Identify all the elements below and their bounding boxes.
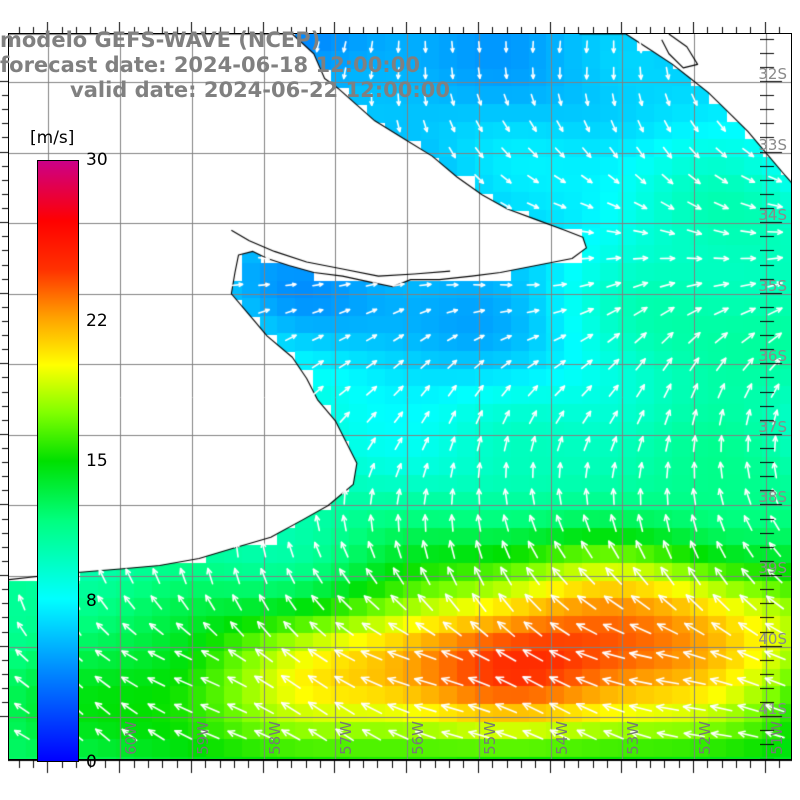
colorbar-tick-0: 0 <box>86 752 97 772</box>
axis-right <box>760 33 792 760</box>
colorbar-tick-30: 30 <box>86 150 108 170</box>
lon-label-55W: 55W <box>480 721 499 755</box>
axis-bottom <box>8 760 792 776</box>
colorbar-gradient <box>37 160 79 762</box>
axis-top <box>8 20 792 35</box>
lon-label-57W: 57W <box>337 721 356 755</box>
lon-label-60W: 60W <box>122 721 141 755</box>
lon-label-56W: 56W <box>409 721 428 755</box>
lon-label-53W: 53W <box>624 721 643 755</box>
lon-label-52W: 52W <box>696 721 714 755</box>
colorbar-units-label: [m/s] <box>30 128 75 148</box>
axis-left <box>0 33 9 760</box>
colorbar-tick-8: 8 <box>86 591 97 612</box>
colorbar-tick-22: 22 <box>86 310 108 331</box>
lon-label-54W: 54W <box>552 721 571 755</box>
lon-label-59W: 59W <box>193 721 212 755</box>
map-plot-area[interactable]: 61W60W59W58W57W56W55W54W53W52W51W32S33S3… <box>8 33 792 760</box>
colorbar-tick-15: 15 <box>86 451 108 471</box>
colorbar: [m/s] 30 22 15 8 0 <box>14 128 124 773</box>
lon-label-58W: 58W <box>265 721 284 755</box>
wind-vector-arrow-layer <box>9 34 791 759</box>
